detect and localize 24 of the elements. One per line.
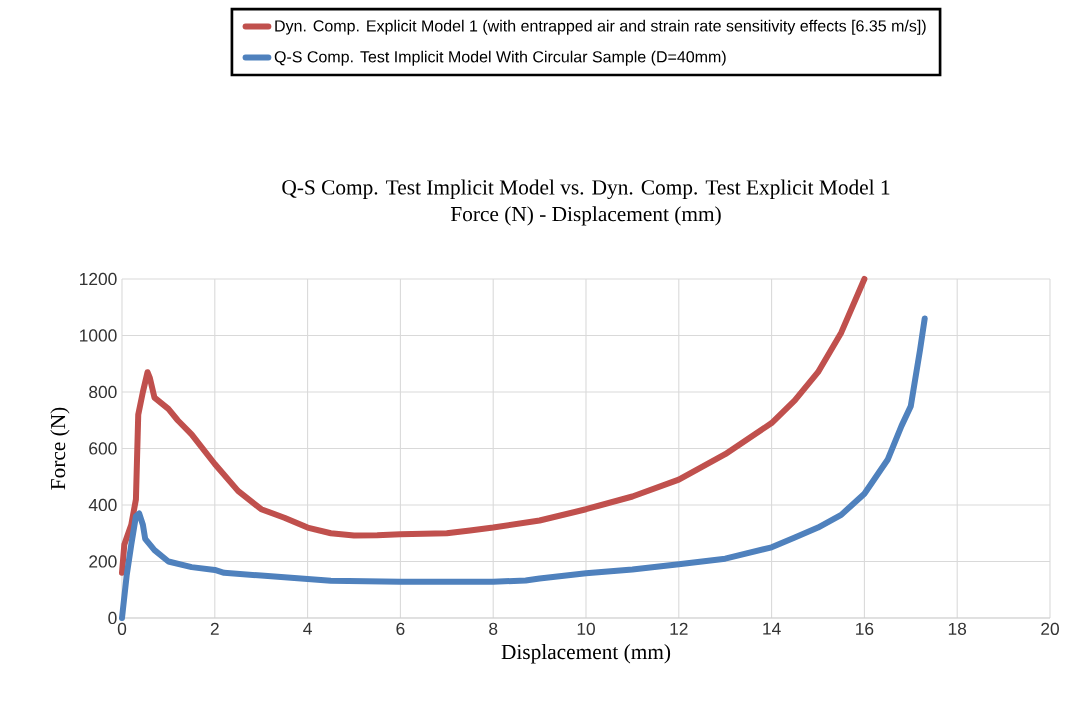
x-tick-label: 20 bbox=[1041, 622, 1059, 635]
y-tick-label: 800 bbox=[89, 385, 117, 399]
y-tick-label: 400 bbox=[88, 498, 117, 512]
legend-label: Q-S Comp. Test Implicit Model With Circular Sample (D=40mm) bbox=[274, 50, 726, 66]
x-tick-label: 2 bbox=[210, 622, 219, 635]
x-tick-label: 8 bbox=[489, 622, 498, 635]
x-tick-label: 16 bbox=[856, 622, 874, 635]
chart-title: Q-S Comp. Test Implicit Model vs. Dyn. Comp. Test Explicit Model 1 bbox=[282, 179, 890, 199]
x-tick-label: 0 bbox=[117, 622, 127, 635]
y-tick-label: 1000 bbox=[80, 329, 117, 342]
x-tick-label: 4 bbox=[303, 622, 312, 635]
legend-label: Dyn. Comp. Explicit Model 1 (with entrapped air and strain rate sensitivity effects [6.35 m/s]) bbox=[275, 19, 926, 35]
x-axis-title: Displacement (mm) bbox=[501, 644, 671, 664]
y-axis-title: Force (N) bbox=[50, 407, 70, 490]
x-tick-label: 12 bbox=[670, 622, 688, 635]
y-tick-label: 200 bbox=[89, 555, 117, 568]
y-tick-label: 0 bbox=[108, 611, 117, 625]
x-tick-label: 18 bbox=[948, 622, 967, 635]
x-tick-label: 14 bbox=[763, 622, 781, 635]
x-tick-label: 10 bbox=[577, 622, 595, 635]
y-tick-label: 1200 bbox=[80, 272, 117, 286]
chart-subtitle: Force (N) - Displacement (mm) bbox=[450, 206, 721, 226]
y-tick-label: 600 bbox=[89, 442, 117, 455]
x-tick-label: 6 bbox=[396, 622, 405, 635]
